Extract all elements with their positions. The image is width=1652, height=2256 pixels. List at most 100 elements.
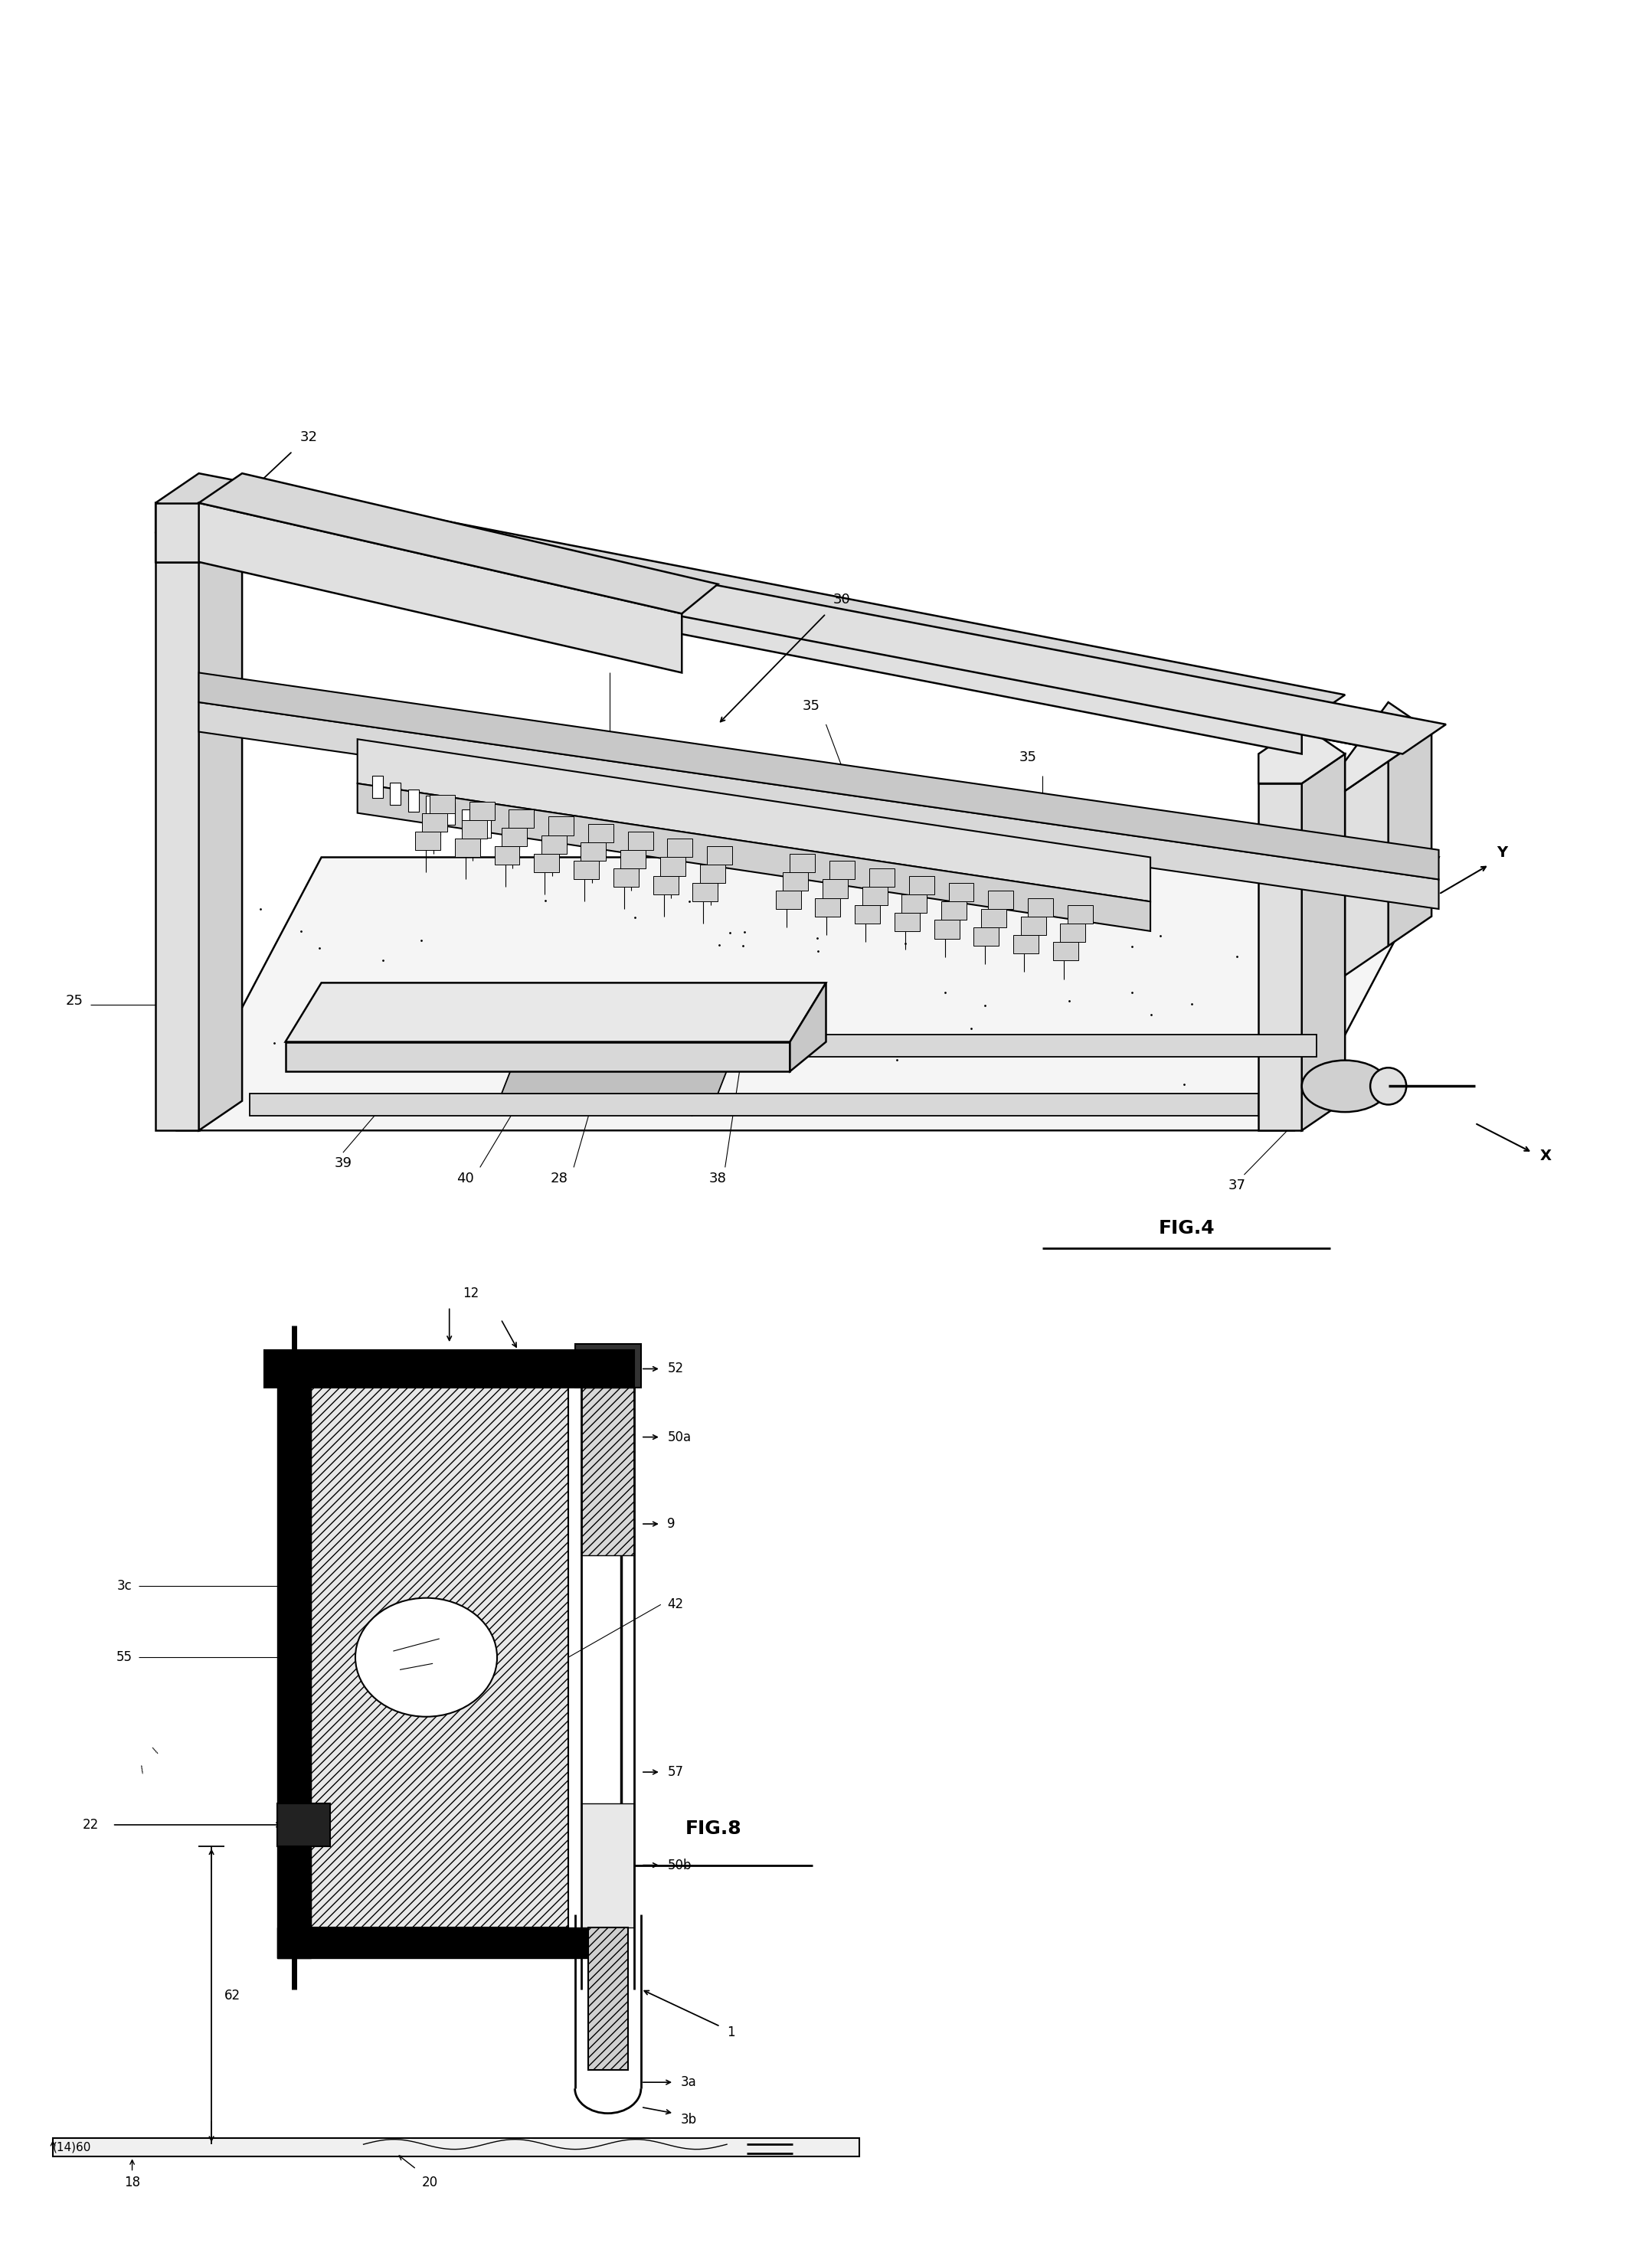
Ellipse shape xyxy=(355,1597,497,1717)
Polygon shape xyxy=(829,862,854,880)
Polygon shape xyxy=(667,839,692,857)
Polygon shape xyxy=(707,846,732,864)
Polygon shape xyxy=(1067,905,1092,923)
Text: (14)60: (14)60 xyxy=(53,2141,91,2152)
Polygon shape xyxy=(423,812,448,832)
Polygon shape xyxy=(575,1345,641,1387)
Polygon shape xyxy=(243,503,1403,754)
Polygon shape xyxy=(823,880,847,898)
Polygon shape xyxy=(783,873,808,891)
Polygon shape xyxy=(198,503,682,672)
Text: /: / xyxy=(139,1764,145,1775)
Polygon shape xyxy=(1345,702,1432,792)
Polygon shape xyxy=(1345,760,1388,975)
Polygon shape xyxy=(1052,943,1079,961)
Polygon shape xyxy=(814,898,841,916)
Polygon shape xyxy=(692,882,719,902)
Polygon shape xyxy=(790,984,826,1072)
Polygon shape xyxy=(426,796,436,819)
Polygon shape xyxy=(548,817,573,835)
Text: 42: 42 xyxy=(667,1597,684,1611)
Polygon shape xyxy=(909,875,933,893)
Text: 3c: 3c xyxy=(117,1579,132,1593)
Polygon shape xyxy=(463,810,472,832)
Text: 1: 1 xyxy=(727,2026,735,2039)
Text: X: X xyxy=(1540,1148,1551,1164)
Polygon shape xyxy=(243,503,1446,754)
Text: 50b: 50b xyxy=(667,1859,692,1872)
Polygon shape xyxy=(264,1349,634,1387)
Polygon shape xyxy=(582,1387,634,1554)
Polygon shape xyxy=(534,853,560,873)
Polygon shape xyxy=(588,823,613,841)
Polygon shape xyxy=(613,869,639,887)
Polygon shape xyxy=(869,869,894,887)
Text: 57: 57 xyxy=(667,1764,684,1780)
Polygon shape xyxy=(973,927,999,945)
Polygon shape xyxy=(307,1036,1317,1056)
Ellipse shape xyxy=(1302,1060,1388,1112)
Polygon shape xyxy=(286,1042,790,1072)
Polygon shape xyxy=(408,790,418,812)
Ellipse shape xyxy=(1370,1067,1406,1105)
Text: Y: Y xyxy=(1497,846,1507,860)
Polygon shape xyxy=(948,882,973,902)
Text: 9: 9 xyxy=(667,1516,676,1532)
Polygon shape xyxy=(155,503,1302,754)
Polygon shape xyxy=(1013,934,1039,954)
Text: 40: 40 xyxy=(458,1171,474,1184)
Polygon shape xyxy=(1302,754,1345,1130)
Polygon shape xyxy=(155,503,243,562)
Polygon shape xyxy=(854,905,881,923)
Polygon shape xyxy=(653,875,679,893)
Polygon shape xyxy=(198,702,1439,909)
Polygon shape xyxy=(155,562,198,1130)
Polygon shape xyxy=(469,801,494,821)
Polygon shape xyxy=(286,984,826,1042)
Polygon shape xyxy=(661,857,686,875)
Polygon shape xyxy=(588,1927,628,2071)
Text: 3a: 3a xyxy=(681,2076,697,2089)
Text: 37: 37 xyxy=(1227,1180,1246,1193)
Polygon shape xyxy=(502,1056,732,1094)
Polygon shape xyxy=(582,841,606,862)
Polygon shape xyxy=(390,783,401,805)
Polygon shape xyxy=(902,893,927,914)
Text: 55: 55 xyxy=(116,1651,132,1665)
Polygon shape xyxy=(628,832,653,851)
Polygon shape xyxy=(155,474,1345,724)
Polygon shape xyxy=(542,835,567,853)
Polygon shape xyxy=(444,803,454,826)
Text: 20: 20 xyxy=(421,2175,438,2188)
Text: 18: 18 xyxy=(124,2175,140,2188)
Polygon shape xyxy=(249,1094,1259,1117)
Polygon shape xyxy=(981,909,1006,927)
Polygon shape xyxy=(372,776,383,799)
Text: 35: 35 xyxy=(803,699,821,713)
Text: 38: 38 xyxy=(709,1171,727,1184)
Polygon shape xyxy=(198,532,243,1130)
Text: 62: 62 xyxy=(225,1988,241,2003)
Text: 28: 28 xyxy=(550,1171,568,1184)
Polygon shape xyxy=(862,887,887,905)
Polygon shape xyxy=(933,920,960,938)
Polygon shape xyxy=(1259,783,1302,1130)
Polygon shape xyxy=(573,862,600,880)
Polygon shape xyxy=(894,914,920,932)
Polygon shape xyxy=(502,828,527,846)
Polygon shape xyxy=(198,672,1439,880)
Text: 22: 22 xyxy=(83,1818,99,1832)
Polygon shape xyxy=(278,1803,330,1845)
Polygon shape xyxy=(1021,916,1046,934)
Polygon shape xyxy=(357,783,1150,932)
Text: FIG.4: FIG.4 xyxy=(1158,1218,1214,1239)
Polygon shape xyxy=(357,740,1150,902)
Polygon shape xyxy=(415,832,441,851)
Polygon shape xyxy=(463,821,487,839)
Polygon shape xyxy=(494,846,520,864)
Polygon shape xyxy=(1259,724,1345,783)
Polygon shape xyxy=(177,857,1439,1130)
Polygon shape xyxy=(278,1927,621,1958)
Polygon shape xyxy=(311,1387,568,1927)
Polygon shape xyxy=(942,902,966,920)
